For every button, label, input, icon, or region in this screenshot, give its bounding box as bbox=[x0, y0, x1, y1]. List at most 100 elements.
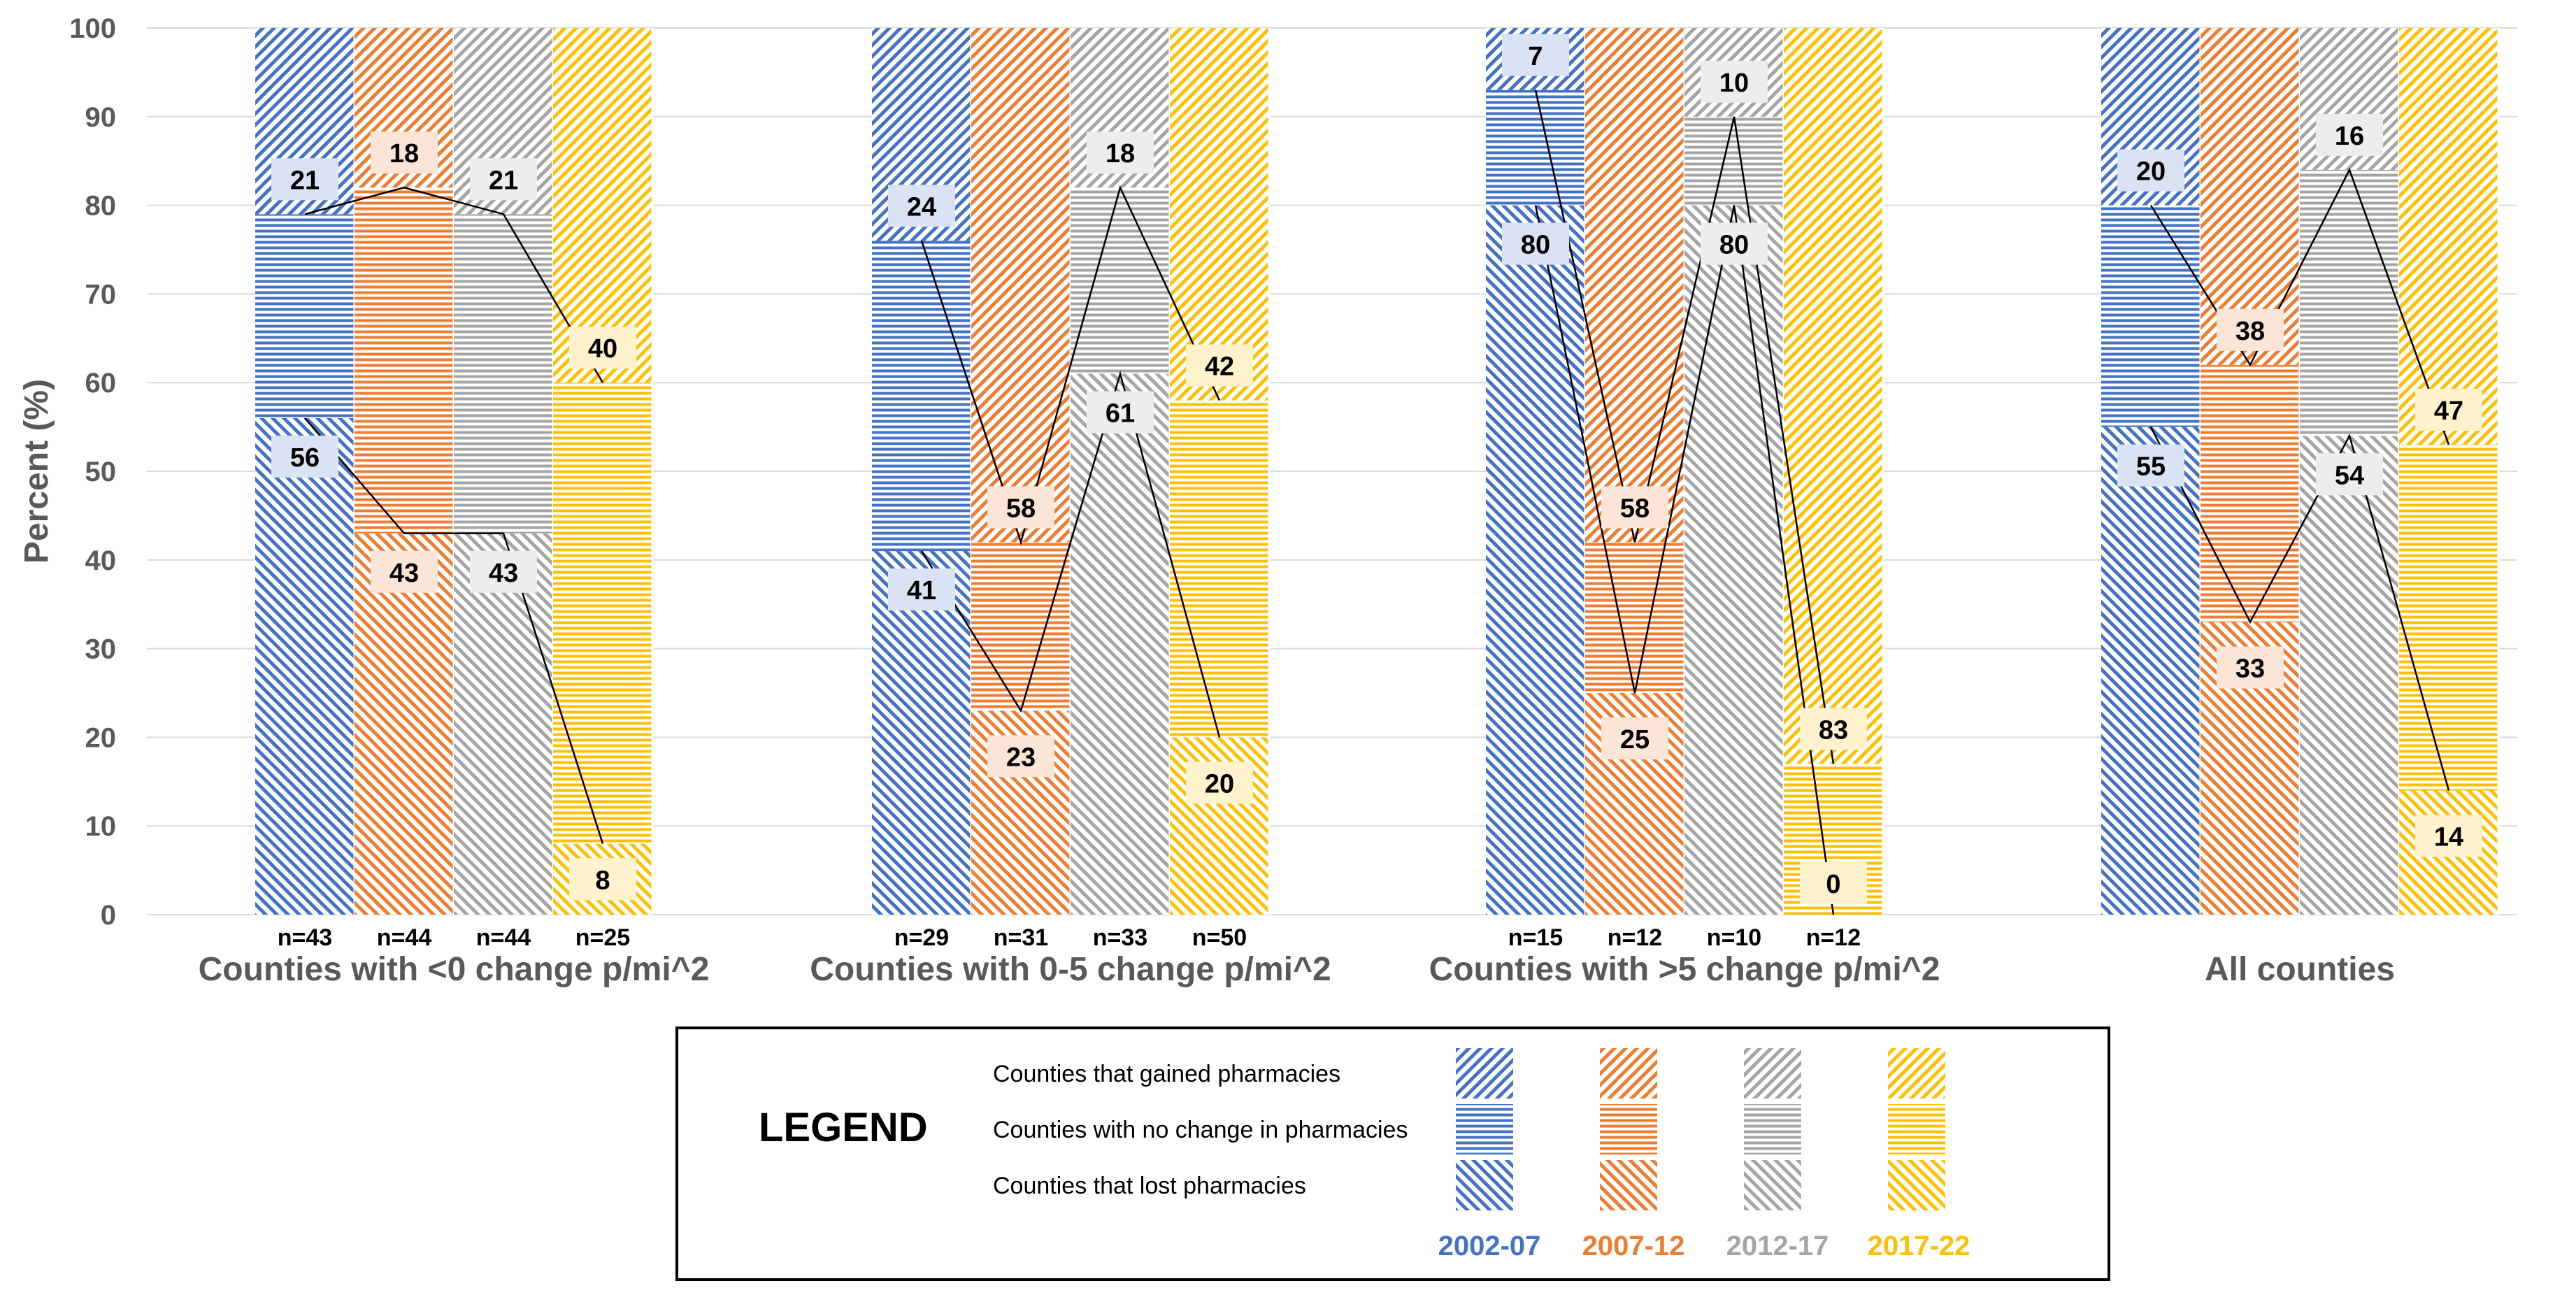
legend-swatch bbox=[1456, 1160, 1513, 1210]
data-label-lost: 80 bbox=[1521, 231, 1550, 260]
data-label-gained: 18 bbox=[1105, 139, 1135, 169]
data-label-gained: 16 bbox=[2335, 122, 2364, 151]
trend-line-gained bbox=[304, 186, 604, 383]
data-label-box bbox=[1502, 34, 1569, 76]
bar-segment-no-change bbox=[553, 382, 652, 844]
sample-size-label: n=25 bbox=[575, 924, 630, 951]
legend-swatch bbox=[1600, 1048, 1657, 1099]
bar-segment-gained bbox=[1784, 28, 1883, 764]
sample-size-label: n=50 bbox=[1192, 924, 1247, 951]
data-label-box bbox=[1186, 344, 1253, 387]
trend-line-gained bbox=[920, 185, 1221, 545]
data-label-box bbox=[1087, 391, 1154, 434]
legend-status-label: Counties that gained pharmacies bbox=[993, 1061, 1340, 1087]
bar-segment-no-change bbox=[2300, 169, 2399, 436]
bar-segment-lost bbox=[355, 533, 454, 915]
bar-segment-no-change bbox=[1585, 542, 1684, 693]
sample-size-label: n=31 bbox=[994, 924, 1048, 951]
bar-segment-no-change bbox=[1071, 187, 1170, 374]
y-tick-label: 0 bbox=[101, 900, 116, 931]
sample-size-label: n=15 bbox=[1508, 924, 1563, 951]
bar-segment-lost bbox=[2300, 436, 2399, 915]
legend-swatch bbox=[1456, 1048, 1513, 1099]
bar-segment-no-change bbox=[2399, 444, 2498, 791]
data-label-lost: 23 bbox=[1006, 743, 1036, 772]
legend-status-label: Counties with no change in pharmacies bbox=[993, 1117, 1408, 1143]
bar-segment-no-change bbox=[1170, 400, 1269, 738]
legend-swatch bbox=[1744, 1160, 1801, 1210]
legend-status-label: Counties that lost pharmacies bbox=[993, 1173, 1306, 1199]
data-label-gained: 21 bbox=[290, 166, 320, 195]
data-label-box bbox=[1800, 862, 1867, 904]
data-label-box bbox=[2117, 149, 2184, 192]
trend-line-lost bbox=[920, 370, 1221, 738]
data-label-box bbox=[569, 858, 636, 901]
data-label-lost: 0 bbox=[1826, 870, 1840, 899]
trend-line-lost bbox=[304, 417, 604, 844]
legend-swatch bbox=[1600, 1160, 1657, 1210]
data-label-gained: 18 bbox=[389, 139, 419, 169]
category-label: All counties bbox=[2205, 951, 2395, 988]
sample-size-label: n=10 bbox=[1707, 924, 1761, 951]
bar-segment-no-change bbox=[971, 542, 1071, 711]
bar-segment-no-change bbox=[1486, 90, 1585, 206]
sample-size-label: n=12 bbox=[1806, 924, 1861, 951]
data-label-box bbox=[888, 568, 955, 611]
bar-segment-gained bbox=[971, 28, 1071, 543]
category-label: Counties with <0 change p/mi^2 bbox=[199, 951, 710, 988]
legend-period-label: 2017-22 bbox=[1868, 1231, 1970, 1261]
data-label-box bbox=[470, 158, 537, 201]
bar-segment-gained bbox=[2201, 28, 2300, 365]
legend-swatch bbox=[1888, 1104, 1945, 1154]
data-label-box bbox=[271, 435, 338, 478]
legend-title: LEGEND bbox=[759, 1105, 928, 1150]
data-label-box bbox=[2117, 444, 2184, 487]
bar-segment-no-change bbox=[1684, 116, 1784, 206]
data-label-gained: 58 bbox=[1006, 494, 1036, 523]
data-label-lost: 25 bbox=[1620, 725, 1650, 754]
data-label-box bbox=[2415, 815, 2482, 857]
data-label-box bbox=[1601, 717, 1668, 759]
data-label-box bbox=[1800, 708, 1867, 750]
sample-size-label: n=12 bbox=[1608, 924, 1662, 951]
sample-size-label: n=33 bbox=[1093, 924, 1147, 951]
data-label-box bbox=[569, 327, 636, 369]
bar-segment-no-change bbox=[355, 187, 454, 534]
data-label-lost: 14 bbox=[2434, 822, 2463, 852]
legend-period-label: 2002-07 bbox=[1438, 1231, 1541, 1261]
data-label-box bbox=[1502, 222, 1569, 265]
legend-swatch bbox=[1888, 1160, 1945, 1210]
trend-line-lost bbox=[1534, 205, 1835, 915]
data-label-box bbox=[987, 486, 1054, 529]
bar-segment-lost bbox=[1486, 205, 1585, 915]
data-label-gained: 83 bbox=[1819, 715, 1848, 745]
legend-swatch bbox=[1456, 1104, 1513, 1154]
data-label-lost: 33 bbox=[2235, 654, 2265, 684]
data-label-gained: 24 bbox=[907, 192, 936, 222]
sample-size-label: n=29 bbox=[894, 924, 949, 951]
data-label-box bbox=[2415, 388, 2482, 431]
data-label-box bbox=[470, 550, 537, 593]
y-tick-label: 90 bbox=[85, 102, 117, 133]
bar-segment-no-change bbox=[255, 214, 355, 418]
y-tick-label: 50 bbox=[85, 457, 117, 487]
data-label-box bbox=[1087, 131, 1154, 174]
bar-segment-lost bbox=[2101, 427, 2201, 915]
data-label-gained: 7 bbox=[1528, 42, 1543, 71]
legend-period-label: 2012-17 bbox=[1726, 1231, 1829, 1261]
data-label-lost: 80 bbox=[1719, 231, 1749, 260]
legend-period-label: 2007-12 bbox=[1582, 1231, 1685, 1261]
category-label: Counties with >5 change p/mi^2 bbox=[1429, 951, 1940, 988]
data-label-gained: 47 bbox=[2434, 396, 2463, 426]
bar-segment-lost bbox=[872, 551, 971, 915]
data-label-gained: 38 bbox=[2235, 317, 2265, 346]
bar-segment-lost bbox=[1071, 373, 1170, 915]
sample-size-label: n=43 bbox=[278, 924, 332, 951]
data-label-box bbox=[2316, 113, 2383, 156]
legend-swatch bbox=[1888, 1048, 1945, 1099]
trend-line-lost bbox=[2149, 427, 2450, 791]
y-tick-label: 100 bbox=[69, 13, 116, 44]
category-label: Counties with 0-5 change p/mi^2 bbox=[810, 951, 1331, 988]
